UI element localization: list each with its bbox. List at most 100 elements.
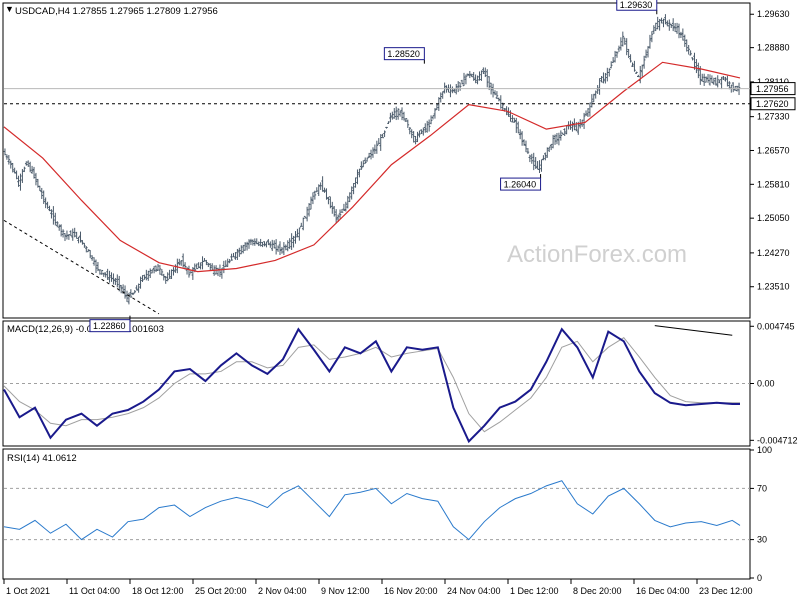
price-bar: [664, 14, 667, 25]
price-bar: [261, 241, 264, 248]
rsi-layer: 100 70 30 0: [3, 445, 772, 583]
price-bar: [191, 267, 195, 280]
price-bar: [714, 77, 718, 86]
price-bar: [313, 190, 317, 200]
price-bar: [116, 274, 119, 288]
price-y-tick-label: 1.24270: [757, 248, 790, 258]
price-bar: [88, 250, 92, 259]
price-bar: [621, 31, 625, 47]
current-price-label: 1.27956: [756, 84, 789, 94]
macd-trendline: [654, 325, 733, 336]
price-bar: [352, 183, 355, 195]
price-bar: [367, 152, 371, 158]
price-bar: [73, 227, 76, 238]
price-bar: [135, 285, 138, 291]
price-bar: [13, 167, 16, 174]
price-bar: [466, 73, 470, 77]
price-bar: [143, 274, 146, 280]
price-y-tick-label: 1.28880: [757, 43, 790, 53]
price-bar: [429, 115, 433, 125]
price-bar: [423, 123, 427, 133]
price-bar: [433, 108, 437, 119]
macd-y-tick-label: -0.004712: [757, 435, 798, 445]
price-bar: [396, 108, 400, 120]
price-bar: [125, 290, 129, 302]
price-bar: [549, 143, 553, 151]
price-bar: [720, 76, 723, 90]
price-bar: [545, 147, 549, 158]
price-bar: [439, 92, 443, 103]
price-bar: [112, 273, 115, 285]
price-bar: [30, 165, 34, 174]
price-bar: [290, 233, 293, 250]
price-bar: [354, 177, 357, 188]
moving-average-line: [3, 61, 741, 273]
price-annotation: 1.22860: [89, 315, 131, 333]
price-bar: [205, 259, 208, 266]
price-bar: [172, 267, 175, 276]
x-tick-label: 2 Nov 04:00: [258, 586, 307, 596]
rsi-panel-frame: [2, 448, 751, 580]
price-bar: [330, 201, 334, 214]
price-bar: [681, 28, 685, 41]
price-bar: [470, 73, 474, 78]
price-bar: [286, 240, 290, 252]
price-bar: [106, 268, 109, 280]
price-bar: [633, 60, 636, 72]
price-bar: [245, 241, 249, 251]
price-bar: [358, 168, 361, 178]
price-bar: [371, 147, 375, 158]
x-tick-label: 18 Oct 12:00: [132, 586, 184, 596]
price-bar: [272, 240, 276, 249]
price-bar: [693, 52, 696, 70]
price-bar: [83, 242, 86, 248]
price-bar: [315, 187, 319, 193]
price-bar: [408, 127, 412, 135]
price-bar: [615, 51, 619, 58]
price-bar: [462, 72, 466, 87]
macd-layer: 0.004745 0.00 -0.004712: [3, 321, 798, 445]
price-bar: [269, 241, 272, 248]
price-bar: [551, 134, 555, 149]
price-bar: [514, 117, 518, 133]
price-bar: [361, 160, 365, 168]
price-bar: [414, 135, 417, 145]
price-bar: [300, 222, 303, 227]
price-bar: [689, 50, 692, 56]
price-bar: [265, 241, 268, 248]
price-bar: [267, 239, 270, 246]
price-bar: [697, 62, 700, 79]
price-bar: [67, 234, 71, 240]
price-bar: [52, 206, 55, 225]
price-bar: [129, 289, 133, 298]
price-bar: [199, 262, 202, 270]
price-annotation-label: 1.22860: [93, 321, 126, 331]
price-bar: [518, 129, 522, 140]
price-bar: [728, 81, 731, 90]
price-y-tick-label: 1.27330: [757, 112, 790, 122]
price-bar: [695, 59, 698, 74]
price-bar: [530, 153, 534, 164]
price-bar: [168, 269, 171, 279]
price-bar: [259, 238, 262, 247]
rsi-y-tick-label: 70: [757, 483, 767, 493]
price-header-text: USDCAD,H4 1.27855 1.27965 1.27809 1.2795…: [15, 6, 218, 17]
price-bar: [559, 130, 563, 141]
price-bar: [451, 86, 454, 94]
x-tick-label: 1 Oct 2021: [6, 586, 50, 596]
price-bar: [55, 221, 59, 228]
price-bar: [98, 269, 102, 275]
macd-header-text: MACD(12,26,9) -0.001691 -0.001603: [7, 324, 164, 335]
price-bar: [139, 276, 142, 289]
price-bar: [726, 75, 729, 87]
x-tick-label: 23 Dec 12:00: [699, 586, 753, 596]
price-bar: [538, 160, 541, 174]
price-bar: [344, 201, 348, 212]
price-bar: [94, 259, 98, 274]
x-axis: 1 Oct 2021 11 Oct 04:00 18 Oct 12:00 25 Oct…: [3, 579, 753, 596]
macd-line: [3, 327, 740, 444]
price-bar: [619, 37, 623, 51]
price-bar: [19, 173, 22, 191]
price-bar: [50, 209, 53, 219]
